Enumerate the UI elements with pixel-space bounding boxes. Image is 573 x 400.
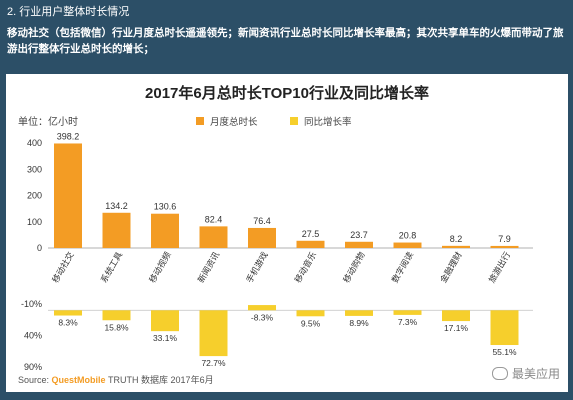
bar-growth (442, 310, 470, 322)
bar-growth (296, 310, 325, 317)
wechat-icon (491, 367, 508, 380)
watermark: 最美应用 (491, 365, 560, 382)
category-label: 旅游出行 (487, 250, 513, 285)
legend-label-growth: 同比增长率 (304, 116, 352, 128)
y-tick-top: 300 (27, 164, 42, 174)
category-label: 手机游戏 (244, 250, 270, 285)
category-label: 金融理财 (438, 250, 464, 285)
bar-growth-label: 9.5% (301, 318, 321, 328)
category-label: 移动音乐 (293, 250, 319, 285)
y-tick-bottom: -10% (21, 299, 42, 309)
bar-total-label: 20.8 (399, 231, 417, 241)
category-label: 移动购物 (341, 250, 367, 285)
y-tick-top: 400 (27, 138, 42, 148)
source-label: Source: (18, 375, 52, 385)
bar-growth (490, 310, 519, 346)
y-tick-bottom: 40% (24, 331, 42, 341)
bar-total (393, 242, 422, 248)
bar-growth (102, 310, 131, 321)
legend-label-total: 月度总时长 (210, 116, 258, 128)
bar-total-label: 7.9 (498, 234, 511, 244)
legend-swatch-growth (290, 117, 298, 125)
source-brand: QuestMobile (52, 375, 109, 385)
watermark-text: 最美应用 (511, 367, 560, 381)
bar-total-label: 76.4 (253, 216, 271, 226)
bar-total-label: 23.7 (350, 230, 368, 240)
category-label: 移动视频 (147, 250, 173, 285)
bar-total (296, 240, 325, 248)
bar-total (199, 226, 228, 248)
bar-total (151, 213, 179, 248)
bar-growth (199, 310, 228, 357)
bar-total (442, 245, 470, 248)
source-rest: TRUTH 数据库 2017年6月 (108, 374, 214, 385)
bar-total (345, 241, 373, 248)
chart-svg: 单位：亿小时 月度总时长 同比增长率 400 300 200 100 0 -10% 40% 90% 3… (18, 115, 533, 385)
y-tick-top: 0 (37, 243, 42, 253)
bar-growth (393, 310, 422, 315)
y-tick-bottom: 90% (24, 362, 42, 372)
bar-growth-label: 8.9% (349, 318, 369, 328)
bar-total-label: 134.2 (105, 201, 128, 211)
bar-total (54, 143, 82, 248)
bar-growth (54, 310, 82, 316)
bar-growth-label: 15.8% (104, 322, 129, 332)
bar-growth (151, 310, 179, 332)
subtitle: 移动社交（包括微信）行业月度总时长遥遥领先；新闻资讯行业总时长同比增长率最高；其… (7, 27, 564, 55)
bar-growth-label: 72.7% (201, 358, 226, 368)
bar-growth-label: 17.1% (444, 323, 469, 333)
bar-growth-label: 7.3% (398, 317, 418, 327)
bar-total-label: 8.2 (450, 234, 463, 244)
category-label: 移动社交 (50, 250, 76, 285)
bar-growth (345, 310, 373, 316)
bar-total-label: 130.6 (154, 202, 177, 212)
bar-total-label: 398.2 (57, 131, 80, 141)
bar-total (248, 227, 276, 248)
legend-swatch-total (196, 117, 204, 125)
bar-total-label: 82.4 (205, 214, 223, 224)
section-title: 2. 行业用户整体时长情况 (7, 6, 130, 18)
bar-growth-label: 8.3% (58, 318, 78, 328)
bar-growth-label: 33.1% (153, 333, 178, 343)
bar-total (490, 245, 519, 248)
chart-card: 2017年6月总时长TOP10行业及同比增长率 单位：亿小时 月度总时长 同比增长率… (6, 74, 568, 392)
bar-growth-label: 55.1% (492, 347, 517, 357)
category-label: 数字阅读 (390, 250, 416, 285)
source-text: Source: QuestMobile TRUTH 数据库 2017年6月 (18, 374, 214, 385)
bar-total (102, 212, 131, 248)
bar-total-label: 27.5 (302, 229, 320, 239)
category-label: 系统工具 (99, 250, 125, 285)
unit-label: 单位：亿小时 (18, 115, 78, 128)
y-tick-top: 100 (27, 217, 42, 227)
category-label: 新闻资讯 (196, 250, 222, 285)
chart-title: 2017年6月总时长TOP10行业及同比增长率 (145, 85, 429, 102)
y-tick-top: 200 (27, 191, 42, 201)
bar-growth-label: -8.3% (251, 312, 274, 322)
bar-growth (248, 305, 276, 311)
